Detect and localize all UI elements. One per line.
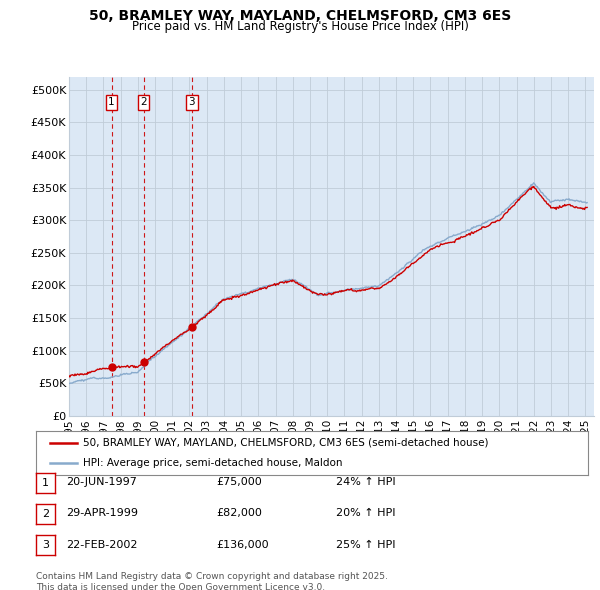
Text: 20-JUN-1997: 20-JUN-1997 <box>66 477 137 487</box>
Text: 1: 1 <box>108 97 115 107</box>
Text: £75,000: £75,000 <box>216 477 262 487</box>
Text: 50, BRAMLEY WAY, MAYLAND, CHELMSFORD, CM3 6ES: 50, BRAMLEY WAY, MAYLAND, CHELMSFORD, CM… <box>89 9 511 23</box>
Text: Contains HM Land Registry data © Crown copyright and database right 2025.
This d: Contains HM Land Registry data © Crown c… <box>36 572 388 590</box>
Text: 3: 3 <box>42 540 49 550</box>
Text: 29-APR-1999: 29-APR-1999 <box>66 509 138 518</box>
Text: £136,000: £136,000 <box>216 540 269 549</box>
Text: Price paid vs. HM Land Registry's House Price Index (HPI): Price paid vs. HM Land Registry's House … <box>131 20 469 33</box>
Text: 1: 1 <box>42 478 49 487</box>
Text: 20% ↑ HPI: 20% ↑ HPI <box>336 509 395 518</box>
Text: 2: 2 <box>140 97 147 107</box>
Text: 3: 3 <box>188 97 195 107</box>
Text: 25% ↑ HPI: 25% ↑ HPI <box>336 540 395 549</box>
Text: HPI: Average price, semi-detached house, Maldon: HPI: Average price, semi-detached house,… <box>83 458 343 468</box>
Text: 2: 2 <box>42 509 49 519</box>
Text: £82,000: £82,000 <box>216 509 262 518</box>
Text: 24% ↑ HPI: 24% ↑ HPI <box>336 477 395 487</box>
Text: 22-FEB-2002: 22-FEB-2002 <box>66 540 137 549</box>
Text: 50, BRAMLEY WAY, MAYLAND, CHELMSFORD, CM3 6ES (semi-detached house): 50, BRAMLEY WAY, MAYLAND, CHELMSFORD, CM… <box>83 438 488 448</box>
